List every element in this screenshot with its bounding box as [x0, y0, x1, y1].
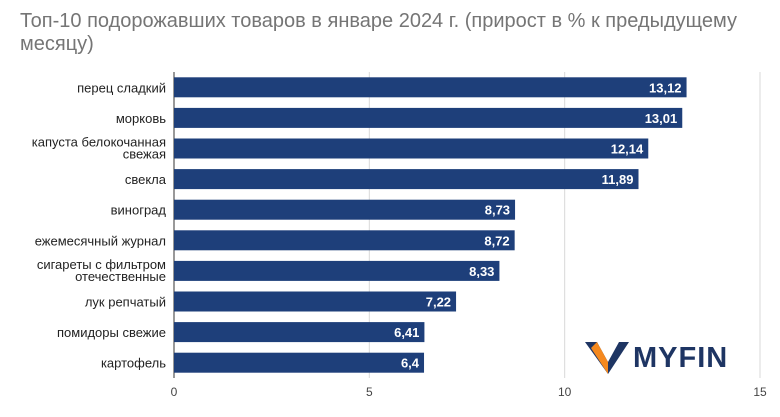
bar-value-label: 13,01 [645, 111, 678, 126]
bar [174, 322, 425, 343]
category-label: картофель [101, 356, 166, 371]
bar [174, 260, 500, 281]
bar-value-label: 8,72 [484, 233, 509, 248]
bar-value-label: 11,89 [602, 172, 634, 187]
category-label: сигареты с фильтром отечественные [37, 257, 166, 284]
value-labels: 13,12 13,01 12,14 11,89 8,73 8,72 8,33 7,22 6,41… [394, 80, 681, 370]
x-tick-label: 10 [558, 385, 572, 399]
x-tick-label: 0 [171, 385, 178, 399]
myfin-logo: MYFIN [585, 340, 735, 376]
bar [174, 291, 457, 312]
bar [174, 107, 683, 128]
bar [174, 77, 687, 98]
category-label: капуста белокочанная свежая [32, 135, 166, 162]
category-label: свекла [125, 172, 167, 187]
bar-value-label: 13,12 [649, 80, 682, 95]
bar-value-label: 7,22 [426, 295, 451, 310]
x-tick-label: 15 [753, 385, 767, 399]
bar-value-label: 6,41 [394, 325, 419, 340]
bar [174, 352, 425, 373]
bar [174, 169, 639, 190]
bar [174, 138, 649, 159]
bar-value-label: 6,4 [401, 356, 420, 371]
myfin-logo-text: MYFIN [633, 342, 729, 374]
bar-value-label: 12,14 [611, 142, 644, 157]
bar-value-label: 8,73 [485, 203, 510, 218]
chart-title: Топ-10 подорожавших товаров в январе 202… [20, 10, 737, 55]
bar-value-label: 8,33 [469, 264, 494, 279]
x-axis-ticks: 0 5 10 15 [171, 385, 767, 399]
x-tick-label: 5 [366, 385, 373, 399]
myfin-logo-icon [585, 342, 629, 374]
bar [174, 230, 515, 251]
category-label: помидоры свежие [57, 325, 166, 340]
category-label: виноград [111, 203, 167, 218]
bars [174, 77, 687, 373]
category-label: лук репчатый [85, 295, 166, 310]
bar [174, 199, 516, 220]
category-label: ежемесячный журнал [35, 233, 166, 248]
category-label: перец сладкий [77, 80, 166, 95]
category-labels: перец сладкий морковь капуста белокочанная… [32, 80, 167, 370]
category-label: морковь [116, 111, 166, 126]
